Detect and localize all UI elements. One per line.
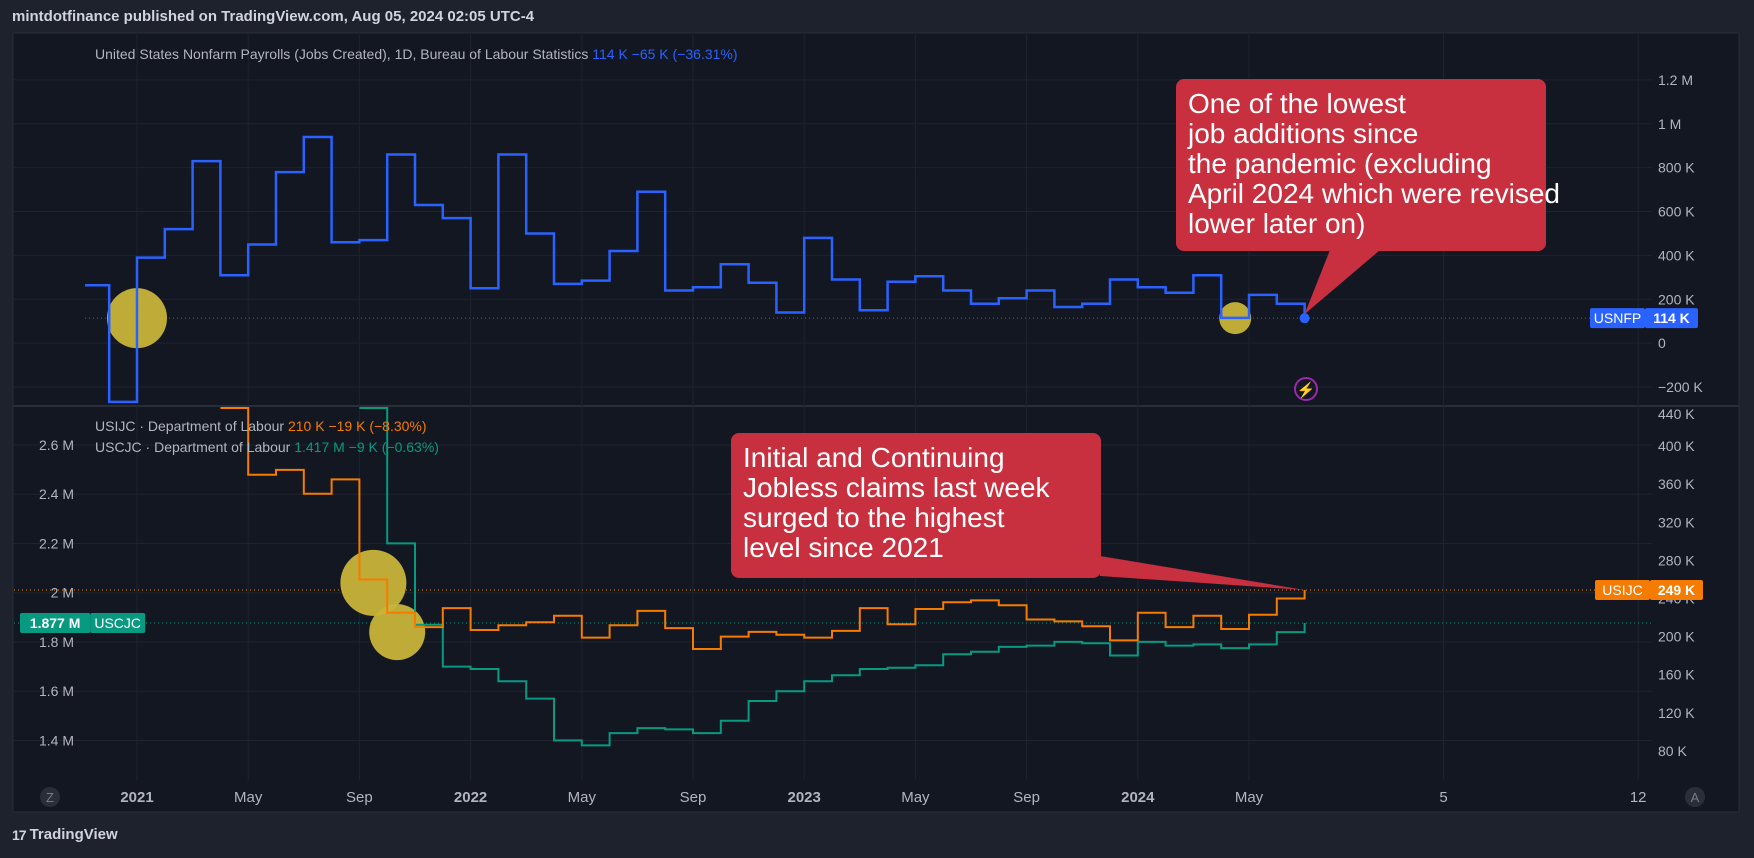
x-tick-label: 2024 [1121, 789, 1155, 806]
claims-callout-text: Initial and Continuing Jobless claims las… [743, 442, 1051, 563]
y-tick-label-right: 320 K [1658, 514, 1695, 530]
claims-callout-line: Initial and Continuing [743, 442, 1005, 473]
cjc-badge-label: USCJC [94, 615, 141, 631]
ijc-badge-value: 249 K [1658, 582, 1695, 598]
lightning-icon-glyph: ⚡ [1297, 381, 1316, 399]
highlight-marker [340, 549, 407, 616]
z-button-label: Z [46, 790, 54, 805]
lightning-icon [1294, 377, 1318, 401]
legend-name: USCJC · Department of Labour [95, 439, 294, 455]
ijc-series-line [220, 407, 1306, 650]
legend-name: USIJC · Department of Labour [95, 418, 288, 434]
x-tick-label: Sep [680, 789, 707, 806]
nfp-callout-pointer [1304, 250, 1380, 315]
y-tick-label: 600 K [1658, 204, 1695, 220]
brand-name: TradingView [29, 826, 118, 843]
nfp-callout-text: One of the lowest job additions since the … [1187, 88, 1560, 239]
y-tick-label: 1.2 M [1658, 72, 1693, 88]
x-tick-label: Sep [346, 789, 373, 806]
z-button [40, 787, 60, 807]
x-tick-label: 5 [1439, 789, 1447, 806]
y-tick-label: 400 K [1658, 247, 1695, 263]
nfp-callout-line: One of the lowest [1188, 88, 1406, 119]
tradingview-logo-icon: 17 [12, 826, 27, 843]
cjc-badge-value-bg [20, 612, 91, 633]
cjc-badge-label-bg [90, 612, 146, 633]
y-tick-label-left: 2.6 M [39, 437, 74, 453]
y-tick-label-left: 2.4 M [39, 486, 74, 502]
x-tick-label: 2021 [120, 789, 153, 806]
ijc-badge-label-bg [1595, 579, 1650, 600]
a-button [1685, 787, 1705, 807]
y-tick-label: −200 K [1658, 379, 1703, 395]
nfp-badge-value: 114 K [1653, 310, 1690, 326]
nfp-callout-line: lower later on) [1188, 208, 1365, 239]
y-tick-label: 1 M [1658, 116, 1681, 132]
x-tick-label: May [1235, 789, 1264, 806]
claims-callout-line: level since 2021 [743, 532, 944, 563]
nfp-callout-box [1176, 79, 1546, 251]
nfp-legend: United States Nonfarm Payrolls (Jobs Cre… [95, 46, 738, 62]
highlight-marker [369, 604, 426, 661]
x-tick-label: 12 [1630, 789, 1647, 806]
nfp-callout-line: job additions since [1187, 118, 1418, 149]
y-tick-label-left: 1.4 M [39, 732, 74, 748]
nfp-legend-value: 114 K −65 K (−36.31%) [592, 46, 737, 62]
nfp-legend-name: United States Nonfarm Payrolls (Jobs Cre… [95, 46, 592, 62]
ijc-badge-label: USIJC [1602, 582, 1642, 598]
legend-value: 1.417 M −9 K (−0.63%) [294, 439, 439, 455]
y-tick-label-right: 80 K [1658, 743, 1687, 759]
y-tick-label-right: 400 K [1658, 438, 1695, 454]
nfp-series-line [85, 135, 1306, 404]
x-tick-label: May [234, 789, 263, 806]
y-tick-label-left: 2.2 M [39, 535, 74, 551]
claims-callout-line: Jobless claims last week [743, 472, 1051, 503]
nfp-last-point [1299, 313, 1310, 324]
a-button-label: A [1691, 790, 1700, 805]
claims-callout-box [731, 433, 1101, 578]
footer-brand[interactable]: 17 TradingView [12, 826, 118, 843]
y-tick-label-left: 1.6 M [39, 683, 74, 699]
cjc-series-line [359, 407, 1306, 747]
x-tick-label: May [901, 789, 930, 806]
x-tick-label: May [568, 789, 597, 806]
nfp-badge-label-bg [1590, 308, 1645, 329]
nfp-badge-value-bg [1645, 308, 1698, 329]
y-tick-label: 200 K [1658, 291, 1695, 307]
y-tick-label: 800 K [1658, 160, 1695, 176]
nfp-callout-line: April 2024 which were revised [1188, 178, 1560, 209]
cjc-badge-value: 1.877 M [30, 615, 81, 631]
published-info: mintdotfinance published on TradingView.… [12, 8, 535, 25]
nfp-badge-label: USNFP [1594, 310, 1641, 326]
legend-value: 210 K −19 K (−8.30%) [288, 418, 427, 434]
claims-callout-pointer [1100, 556, 1305, 590]
claims-callout-line: surged to the highest [743, 502, 1005, 533]
x-tick-label: 2023 [788, 789, 821, 806]
y-tick-label-right: 200 K [1658, 629, 1695, 645]
y-tick-label-right: 160 K [1658, 667, 1695, 683]
y-tick-label-left: 1.8 M [39, 634, 74, 650]
nfp-callout-line: the pandemic (excluding [1188, 148, 1492, 179]
y-tick-label-right: 280 K [1658, 552, 1695, 568]
y-tick-label: 0 [1658, 335, 1666, 351]
claims-legend-cjc: USCJC · Department of Labour 1.417 M −9 … [95, 439, 439, 455]
y-tick-label-right: 120 K [1658, 705, 1695, 721]
ijc-badge-value-bg [1650, 579, 1703, 600]
y-tick-label-left: 2 M [51, 585, 74, 601]
y-tick-label-right: 360 K [1658, 476, 1695, 492]
x-tick-label: Sep [1013, 789, 1040, 806]
y-tick-label-right: 440 K [1658, 406, 1695, 422]
x-tick-label: 2022 [454, 789, 487, 806]
claims-legend-ijc: USIJC · Department of Labour 210 K −19 K… [95, 418, 427, 434]
